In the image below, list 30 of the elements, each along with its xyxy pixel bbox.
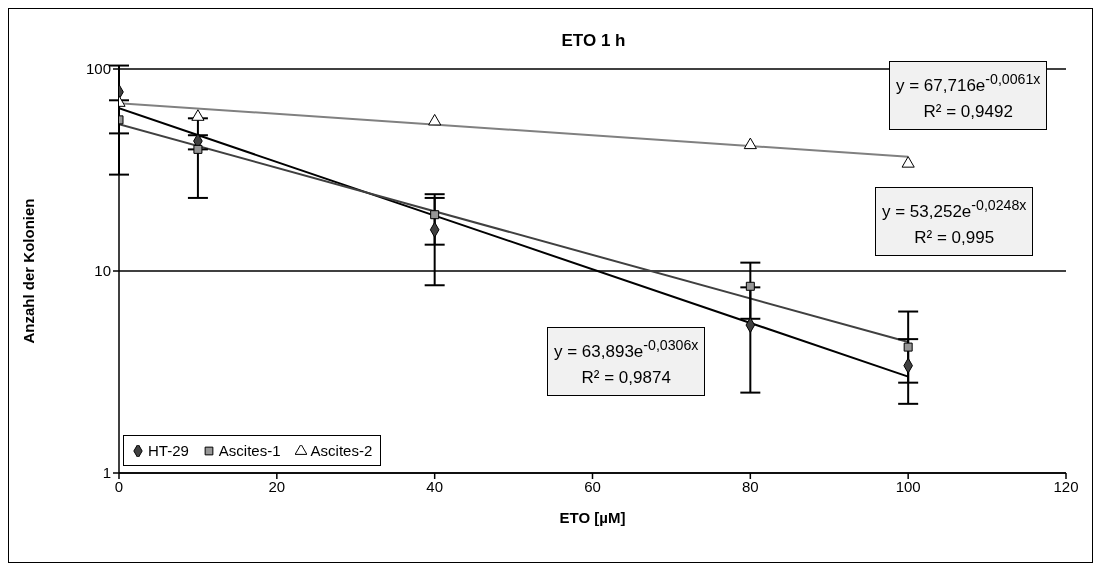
x-tick-label: 20 [268,477,286,495]
annotation: y = 67,716e$^{-0,0061x}$ [896,70,1041,97]
point [745,281,755,291]
x-tick-label: 80 [741,477,759,495]
y-tick-label: 1 [102,464,111,482]
x-tick-label: 0 [114,477,124,495]
legend-label: HT-29 [147,442,189,459]
annotation: R² = 0,995 [913,226,996,249]
point [191,109,205,121]
x-tick-label: 60 [584,477,601,495]
point [428,113,442,126]
y-axis-title: Anzahl der Kolonien [20,198,38,344]
x-tick-label: 120 [1053,477,1079,495]
chart-title: ETO 1 h [560,31,627,51]
x-axis-title: ETO [µM] [559,509,626,526]
point [430,210,440,220]
point [193,144,203,154]
legend-label: Ascites-2 [309,442,373,459]
annotation: R² = 0,9874 [580,366,672,389]
annotation: y = 53,252e$^{-0,0248x}$ [882,196,1027,223]
x-tick-label: 40 [426,477,444,495]
point [743,137,757,150]
point [901,156,915,168]
annotation: R² = 0,9492 [922,100,1014,123]
x-tick-label: 100 [895,477,921,495]
y-tick-label: 10 [94,262,111,280]
y-tick-label: 100 [85,60,111,78]
annotation: y = 63,893e$^{-0,0306x}$ [554,336,699,363]
legend-label: Ascites-1 [217,442,281,459]
point [903,342,913,352]
